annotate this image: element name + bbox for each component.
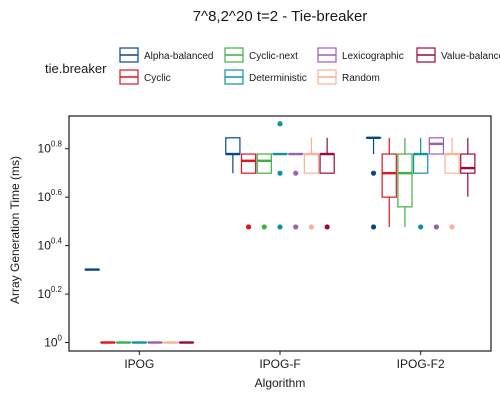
outlier-point [261,224,267,230]
plot-panel [68,115,492,352]
box-lexicographic [428,137,445,230]
y-tick-label: 100.6 [38,188,63,204]
box-body [444,153,460,174]
legend-item-random: Random [317,69,380,85]
box-body [412,153,429,174]
outlier-point [433,224,439,230]
box-body [240,153,257,174]
box-body [460,153,476,174]
legend-item-value-balanced: Value-balanced [416,47,500,63]
box-cyclic-next [397,137,413,227]
legend-item-lexicographic: Lexicographic [317,47,404,63]
legend-label: Cyclic-next [249,51,298,62]
outlier-point [245,224,252,230]
y-axis: 100 100.2 100.4 100.6 100.8 [38,140,69,350]
legend-label: Deterministic [249,73,307,84]
legend-label: Cyclic [144,73,171,84]
box-deterministic [272,121,288,230]
outlier-point [370,170,377,176]
x-tick-label: IPOG-F2 [397,357,445,371]
box-alpha-balanced [365,136,382,230]
box-lexicographic [288,152,304,230]
box-cyclic [381,137,397,227]
y-tick-label: 100.4 [38,237,63,253]
legend-item-cyclic-next: Cyclic-next [224,47,298,63]
box-deterministic [412,137,429,230]
outlier-point [449,224,455,230]
box-value-balanced [460,137,476,197]
outlier-point [370,224,377,230]
y-tick-label: 100 [44,334,62,350]
box-body [397,153,413,208]
legend-item-cyclic: Cyclic [119,69,171,85]
box-body [256,153,272,174]
x-axis-label: Algorithm [255,376,306,390]
box-alpha-balanced [225,137,241,174]
box-value-balanced [319,137,335,230]
y-tick-label: 100.2 [38,285,63,301]
box-cyclic-next [256,153,272,230]
outlier-point [277,121,283,127]
y-axis-label: Array Generation Time (ms) [8,156,22,304]
x-tick-label: IPOG-F [259,357,300,371]
box-body [303,153,320,174]
legend-label: Lexicographic [342,51,404,62]
outlier-point [277,224,283,230]
legend-item-deterministic: Deterministic [224,69,307,85]
box-body [428,137,445,155]
box-random [444,137,460,230]
box-cyclic [240,153,257,230]
box-body [225,137,241,155]
legend-title: tie.breaker [45,61,107,76]
chart-title: 7^8,2^20 t=2 - Tie-breaker [193,8,368,25]
box-body [319,153,335,174]
legend-label: Random [342,73,380,84]
plot-area [68,115,492,352]
legend: Alpha-balanced Cyclic Cyclic-next Determini… [119,47,500,85]
x-tick-label: IPOG [124,357,154,371]
outlier-point [308,224,315,230]
box-random [303,137,320,230]
y-tick-label: 100.8 [38,140,63,156]
legend-label: Value-balanced [441,51,500,62]
x-axis: IPOG IPOG-F IPOG-F2 [124,351,445,371]
legend-label: Alpha-balanced [144,51,214,62]
outlier-point [293,170,299,176]
outlier-point [277,170,283,176]
outlier-point [418,224,424,230]
outlier-point [324,224,330,230]
outlier-point [293,224,299,230]
box-body [381,153,397,198]
legend-item-alpha-balanced: Alpha-balanced [119,47,214,63]
